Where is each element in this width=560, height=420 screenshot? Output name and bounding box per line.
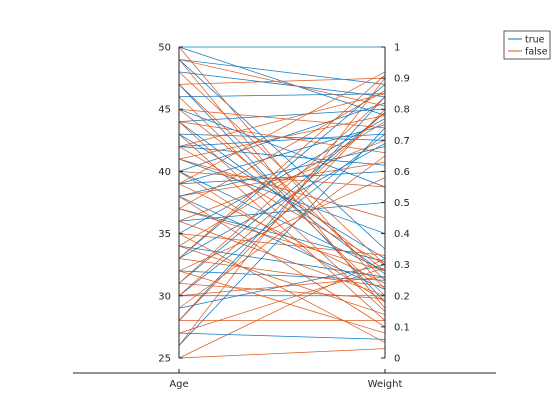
tick-label-weight-9: 0.9 <box>394 74 410 85</box>
series-false-line-4 <box>178 77 386 85</box>
series-false-line-29 <box>178 245 386 315</box>
tick-label-weight-4: 0.4 <box>394 229 410 240</box>
series-true-line-28 <box>178 112 386 284</box>
series-false-line-40 <box>178 108 386 321</box>
series-false-line-5 <box>178 84 386 281</box>
series-false-line-38 <box>178 155 386 309</box>
tick-label-weight-2: 0.2 <box>394 291 410 302</box>
series-true-line-25 <box>178 143 386 259</box>
series-true-line-17 <box>178 171 386 185</box>
series-false-line-23 <box>178 208 386 272</box>
tick-label-age-2: 35 <box>158 229 171 240</box>
series-false-line-42 <box>178 77 386 346</box>
series-false-line-1 <box>178 59 386 107</box>
series-true-line-7 <box>178 108 386 188</box>
data-lines <box>178 46 386 359</box>
tick-label-age-0: 25 <box>158 354 171 365</box>
axis-age: 25 30 35 40 45 50 Age <box>158 43 188 391</box>
series-false-line-36 <box>178 112 386 297</box>
series-true-line-12 <box>178 133 386 147</box>
series-false-line-21 <box>178 195 386 328</box>
legend-label-false: false <box>525 47 548 58</box>
series-false-line-13 <box>178 146 386 266</box>
tick-label-age-3: 40 <box>158 167 171 178</box>
tick-label-weight-1: 0.1 <box>394 322 410 333</box>
series-false-line-30 <box>178 74 386 259</box>
series-true-line-5 <box>178 84 386 303</box>
series-false-line-6 <box>178 96 386 297</box>
series-true-line-8 <box>178 108 386 123</box>
series-true-line-6 <box>178 93 386 98</box>
series-false-line-44 <box>178 258 386 359</box>
legend-label-true: true <box>525 35 545 46</box>
series-false-line-10 <box>178 121 386 312</box>
series-true-line-21 <box>178 208 386 262</box>
series-false <box>178 46 386 359</box>
series-false-line-43 <box>178 348 386 359</box>
series-true-line-23 <box>178 118 386 234</box>
tick-label-weight-0: 0 <box>394 354 400 365</box>
series-true-line-32 <box>178 96 386 321</box>
series-false-line-25 <box>178 220 386 297</box>
series-false-line-24 <box>178 139 386 222</box>
tick-label-weight-7: 0.7 <box>394 136 410 147</box>
series-true-line-13 <box>178 146 386 166</box>
legend-box <box>503 30 551 60</box>
category-label-age: Age <box>169 379 188 390</box>
series-false-line-28 <box>178 121 386 247</box>
series-false-line-37 <box>178 276 386 297</box>
tick-label-weight-10: 1 <box>394 43 400 54</box>
series-false-line-31 <box>178 258 386 287</box>
tick-label-weight-8: 0.8 <box>394 105 410 116</box>
tick-label-age-1: 30 <box>158 291 171 302</box>
series-false-line-34 <box>178 96 386 284</box>
series-false-line-19 <box>178 183 386 284</box>
series-false-line-27 <box>178 233 386 343</box>
category-label-weight: Weight <box>368 379 403 390</box>
axis-weight: 0 0.1 0.2 0.3 0.4 0.5 0.6 0.7 0.8 0.9 1 Weight <box>368 43 410 391</box>
series-false-line-18 <box>178 71 386 185</box>
tick-label-age-4: 45 <box>158 105 171 116</box>
series-true-line-2 <box>178 59 386 85</box>
series-false-line-7 <box>178 108 386 129</box>
tick-label-weight-5: 0.5 <box>394 198 410 209</box>
tick-label-weight-3: 0.3 <box>394 260 410 271</box>
series-false-line-26 <box>178 233 386 256</box>
series-true-line-4 <box>178 71 386 98</box>
axes: 25 30 35 40 45 50 Age 0 0.1 0.2 0.3 0.4 0.5 0.6 0.7 0.8… <box>73 43 496 391</box>
series-true-line-33 <box>178 332 386 340</box>
series-false-line-3 <box>178 71 386 265</box>
series-true-line-26 <box>178 84 386 259</box>
series-false-line-20 <box>178 161 386 197</box>
series-false-line-41 <box>178 267 386 334</box>
tick-label-age-5: 50 <box>158 43 171 54</box>
series-false-line-32 <box>178 177 386 272</box>
series-false-line-22 <box>178 90 386 210</box>
series-false-line-12 <box>178 93 386 147</box>
series-false-line-15 <box>178 158 386 219</box>
series-true-line-19 <box>178 195 386 290</box>
tick-label-weight-6: 0.6 <box>394 167 410 178</box>
series-false-line-33 <box>178 270 386 334</box>
